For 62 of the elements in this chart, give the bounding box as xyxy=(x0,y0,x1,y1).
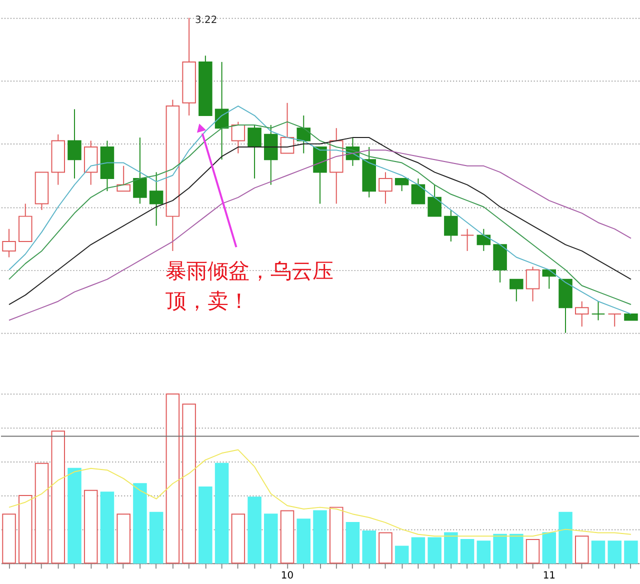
bar xyxy=(510,534,524,564)
candlestick xyxy=(214,61,229,160)
bar xyxy=(214,462,229,564)
candlestick xyxy=(149,172,164,226)
candlestick xyxy=(378,172,392,204)
candlestick xyxy=(411,178,426,204)
candlestick xyxy=(574,300,589,328)
bar xyxy=(558,512,572,564)
bar xyxy=(280,510,294,564)
candlestick xyxy=(608,313,622,328)
candlestick xyxy=(68,108,82,180)
bar xyxy=(34,462,49,564)
bar xyxy=(428,537,442,564)
bar xyxy=(84,490,98,564)
bar xyxy=(231,514,246,564)
candlestick xyxy=(133,137,147,204)
bar xyxy=(493,534,507,564)
bar xyxy=(411,537,426,564)
bar xyxy=(542,532,556,564)
bar xyxy=(444,532,458,564)
bar xyxy=(624,540,638,564)
bar xyxy=(608,540,622,564)
x-tick-label: 11 xyxy=(542,570,556,582)
bar xyxy=(313,510,327,564)
candlestick xyxy=(526,266,540,302)
candlestick xyxy=(591,300,606,321)
bar xyxy=(296,518,311,564)
candlestick xyxy=(510,278,524,302)
candlestick xyxy=(248,124,262,180)
bar xyxy=(68,468,82,564)
bar xyxy=(182,404,196,564)
annotation: 暴雨倾盆，乌云压顶，卖！ xyxy=(165,259,334,313)
bar xyxy=(18,494,32,564)
candlestick xyxy=(280,102,294,154)
annotation: 3.22 xyxy=(195,14,218,26)
bar xyxy=(264,514,278,564)
bar xyxy=(346,522,360,564)
bar xyxy=(460,538,474,564)
bar xyxy=(248,496,262,564)
candlestick xyxy=(460,228,474,252)
x-tick-label: 10 xyxy=(280,570,294,582)
candlestick xyxy=(394,178,409,192)
candlestick xyxy=(476,228,491,252)
bar xyxy=(476,540,491,564)
bar xyxy=(51,430,66,564)
bar xyxy=(362,530,376,564)
bar xyxy=(526,538,540,564)
candlestick xyxy=(428,184,442,217)
bar xyxy=(329,506,344,564)
bar xyxy=(394,546,409,564)
bar xyxy=(133,483,147,564)
candlestick xyxy=(444,210,458,242)
bar xyxy=(149,512,164,564)
candlestick xyxy=(116,165,130,192)
bar xyxy=(378,532,392,564)
bar xyxy=(198,486,212,564)
bar xyxy=(591,540,606,564)
bar xyxy=(100,492,114,564)
bar xyxy=(574,536,589,564)
candlestick xyxy=(231,121,246,154)
bar xyxy=(116,514,130,564)
bar xyxy=(166,393,180,564)
